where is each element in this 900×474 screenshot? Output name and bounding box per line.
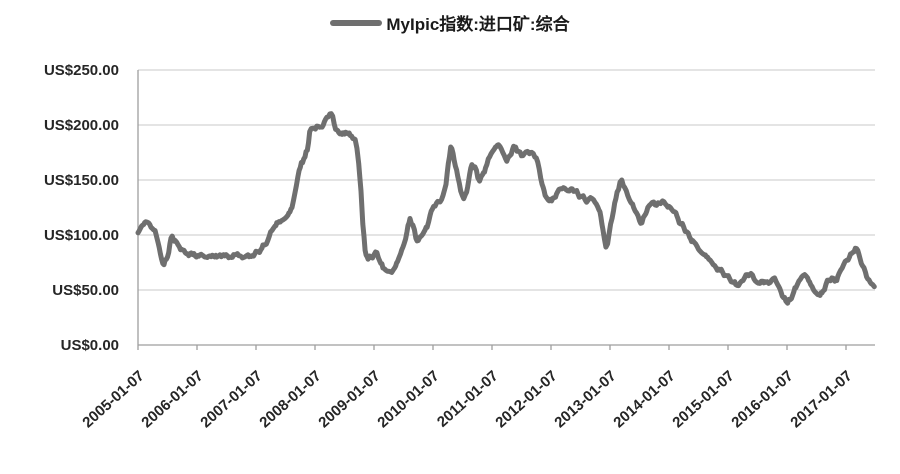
- y-axis-label: US$100.00: [44, 227, 119, 244]
- x-axis-label: 2005-01-07: [79, 367, 147, 431]
- axes: [137, 70, 875, 346]
- x-axis-label: 2009-01-07: [315, 367, 383, 431]
- series-lines: [135, 111, 877, 306]
- x-axis-label: 2011-01-07: [434, 367, 502, 430]
- series-line: [135, 111, 877, 306]
- x-axis-label: 2017-01-07: [787, 367, 855, 431]
- y-axis-label: US$50.00: [52, 282, 119, 299]
- x-axis-label: 2015-01-07: [669, 367, 737, 431]
- gridlines: [138, 69, 875, 291]
- y-axis-label: US$0.00: [61, 337, 119, 354]
- x-axis-labels: 2005-01-072006-01-072007-01-072008-01-07…: [79, 367, 855, 431]
- y-axis-label: US$250.00: [44, 62, 119, 79]
- x-axis-label: 2014-01-07: [610, 367, 678, 431]
- axis-ticks: [137, 345, 847, 350]
- x-axis-label: 2010-01-07: [374, 367, 442, 431]
- y-axis-label: US$200.00: [44, 117, 119, 134]
- y-axis-labels: US$0.00 US$50.00 US$100.00 US$150.00 US$200.…: [44, 62, 119, 354]
- x-axis-label: 2006-01-07: [138, 367, 206, 431]
- x-axis-label: 2013-01-07: [551, 367, 619, 431]
- x-axis-label: 2007-01-07: [197, 367, 265, 431]
- x-axis-label: 2012-01-07: [492, 367, 560, 431]
- x-axis-label: 2016-01-07: [728, 367, 796, 431]
- y-axis-label: US$150.00: [44, 172, 119, 189]
- x-axis-label: 2008-01-07: [256, 367, 324, 431]
